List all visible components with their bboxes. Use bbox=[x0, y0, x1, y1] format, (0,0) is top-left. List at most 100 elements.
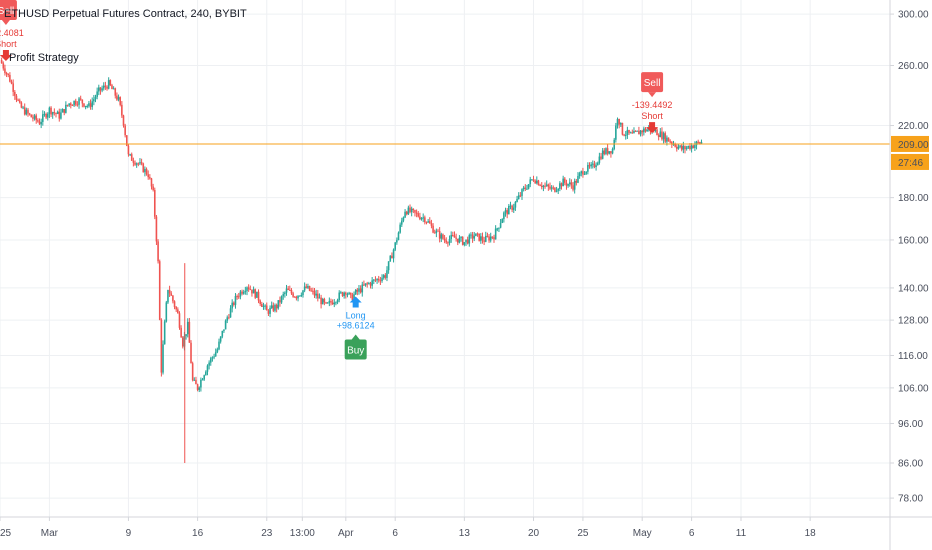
candle-body bbox=[127, 145, 130, 155]
candle-body bbox=[318, 297, 321, 299]
candle-body bbox=[262, 305, 265, 307]
candle-body bbox=[30, 114, 33, 118]
candle-body bbox=[381, 277, 383, 281]
time-axis[interactable]: 25 Mar 9 16 23 13:00 Apr 6 13 20 25 May 6 11 18 bbox=[0, 516, 932, 539]
candle-body bbox=[0, 60, 3, 64]
candle-body bbox=[46, 113, 49, 118]
candle-body bbox=[611, 149, 614, 154]
candle-body bbox=[430, 223, 433, 226]
candle-body bbox=[348, 292, 350, 295]
candle-body bbox=[636, 130, 639, 132]
candle-body bbox=[399, 224, 401, 233]
y-tick-label: 78.00 bbox=[898, 494, 923, 505]
candle-body bbox=[129, 154, 131, 156]
candle-body bbox=[178, 313, 181, 328]
candle-body bbox=[198, 387, 201, 390]
x-tick-label: May bbox=[633, 528, 652, 539]
candle-body bbox=[695, 141, 698, 146]
candle-body bbox=[180, 327, 182, 338]
candle-body bbox=[386, 270, 388, 278]
candle-body bbox=[134, 162, 136, 165]
y-tick-label: 180.00 bbox=[898, 193, 929, 204]
short-arrow-icon bbox=[646, 122, 659, 134]
candle-body bbox=[397, 232, 400, 241]
candle-body bbox=[557, 188, 560, 191]
candle-body bbox=[312, 290, 314, 292]
candle-body bbox=[139, 162, 141, 164]
candle-body bbox=[590, 164, 592, 167]
candle-body bbox=[410, 208, 413, 213]
candle-body bbox=[99, 87, 102, 91]
candle-body bbox=[32, 117, 34, 119]
candle-body bbox=[25, 109, 28, 115]
bar-countdown-tag bbox=[891, 153, 929, 170]
candle-body bbox=[486, 235, 489, 237]
candle-body bbox=[234, 296, 237, 305]
candle-body bbox=[50, 107, 52, 115]
candle-body bbox=[516, 199, 518, 202]
candle-body bbox=[616, 118, 619, 126]
candle-body bbox=[302, 290, 304, 296]
y-tick-label: 86.00 bbox=[898, 459, 923, 470]
candle-body bbox=[208, 362, 210, 366]
candle-body bbox=[71, 104, 74, 106]
candle-body bbox=[554, 187, 556, 192]
candle-body bbox=[107, 80, 110, 89]
sell-badge bbox=[0, 0, 17, 21]
x-tick-label: 6 bbox=[392, 528, 398, 539]
candle-body bbox=[336, 300, 339, 303]
candle-body bbox=[539, 185, 541, 187]
candle-body bbox=[237, 296, 240, 298]
candle-body bbox=[470, 234, 472, 236]
candle-body bbox=[559, 183, 561, 189]
candle-body bbox=[550, 187, 553, 189]
candle-body bbox=[122, 115, 125, 126]
candle-body bbox=[499, 223, 502, 228]
candle-body bbox=[346, 294, 349, 296]
candle-body bbox=[145, 168, 148, 175]
candle-body bbox=[285, 288, 288, 293]
trade-pnl-label: -139.4492 bbox=[632, 100, 673, 110]
candle-body bbox=[98, 87, 100, 92]
candle-body bbox=[598, 156, 601, 163]
y-tick-label: 96.00 bbox=[898, 419, 923, 430]
candle-body bbox=[185, 334, 187, 337]
candle-body bbox=[117, 97, 120, 100]
candle-body bbox=[20, 102, 23, 108]
candle-body bbox=[629, 132, 632, 134]
candle-body bbox=[631, 132, 634, 134]
candle-body bbox=[427, 221, 429, 223]
candle-body bbox=[356, 289, 359, 292]
candle-body bbox=[522, 187, 525, 190]
candle-body bbox=[114, 88, 117, 96]
candle-body bbox=[40, 121, 42, 125]
trade-direction-label: Long bbox=[346, 310, 366, 320]
candle-body bbox=[153, 190, 156, 217]
candle-body bbox=[214, 352, 217, 357]
candle-body bbox=[587, 165, 589, 172]
candle-body bbox=[402, 217, 405, 221]
candle-body bbox=[382, 275, 385, 278]
candle-body bbox=[53, 112, 56, 114]
price-axis[interactable]: 300.00 260.00 220.00 180.00 160.00 140.00 128.… bbox=[889, 0, 929, 550]
candle-body bbox=[58, 111, 61, 119]
candle-body bbox=[376, 278, 378, 281]
candle-body bbox=[203, 375, 205, 380]
candle-body bbox=[674, 144, 676, 147]
candle-body bbox=[437, 230, 439, 232]
candle-body bbox=[463, 242, 466, 245]
candle-body bbox=[177, 309, 179, 314]
candle-body bbox=[112, 88, 115, 90]
candle-body bbox=[484, 235, 487, 242]
candle-body bbox=[76, 104, 79, 106]
candle-body bbox=[361, 284, 364, 293]
candle-body bbox=[529, 179, 532, 185]
candle-body bbox=[438, 231, 441, 239]
x-tick-label: 23 bbox=[261, 528, 273, 539]
candle-body bbox=[498, 227, 500, 229]
candle-body bbox=[15, 95, 18, 100]
candle-body bbox=[172, 295, 174, 302]
buy-badge-pointer bbox=[351, 334, 360, 340]
candle-body bbox=[353, 294, 355, 301]
